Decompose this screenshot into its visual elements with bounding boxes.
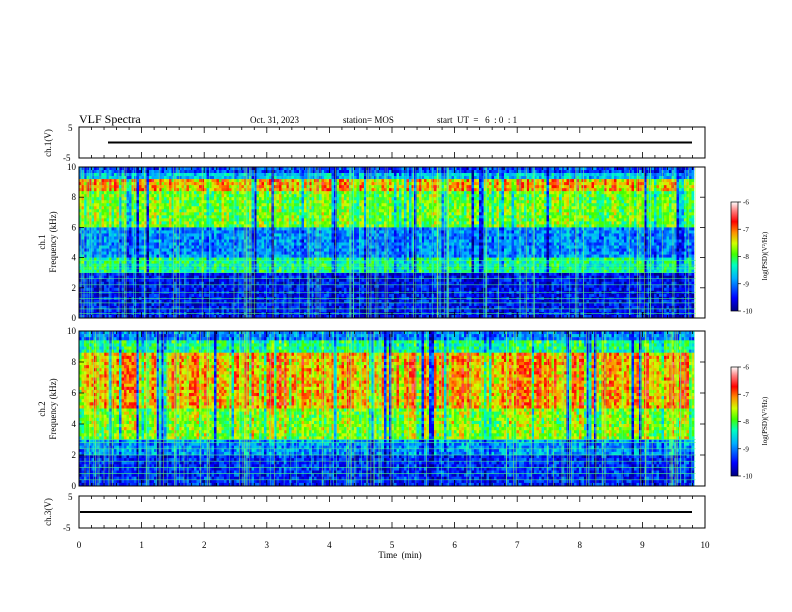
time-tick-label: 7 <box>515 540 520 550</box>
ch1-colorbar-gradient <box>730 201 739 312</box>
ch2-colorbar-gradient <box>730 366 739 477</box>
time-tick-label: 9 <box>640 540 645 550</box>
header-station: station= MOS <box>343 115 394 125</box>
header-date: Oct. 31, 2023 <box>250 115 299 125</box>
time-tick-label: 10 <box>701 540 711 550</box>
ch3-ytick-bottom: -5 <box>63 523 71 533</box>
ch1-frequency-ylabel: Frequency (kHz) <box>48 211 58 272</box>
ch1-voltage-ylabel: ch.1(V) <box>43 129 53 157</box>
time-tick-label: 4 <box>327 540 332 550</box>
time-tick-label: 2 <box>202 540 207 550</box>
colorbar-tick-label: -9 <box>743 445 749 453</box>
ch1-colorbar-label: log(PSD)(V²/Hz) <box>761 231 769 280</box>
colorbar-tick-label: -10 <box>743 308 753 316</box>
frequency-tick-label: 2 <box>72 450 77 460</box>
time-tick-label: 8 <box>578 540 583 550</box>
ch1-colorbar: -6 -7 -8 -9 -10 log(PSD)(V²/Hz) <box>730 199 769 316</box>
ch1-ytick-top: 5 <box>68 123 73 133</box>
ch1-voltage-panel: 5 -5 ch.1(V) <box>43 123 706 163</box>
ch2-colorbar: -6 -7 -8 -9 -10 log(PSD)(V²/Hz) <box>730 364 769 481</box>
colorbar-tick-label: -8 <box>743 253 749 261</box>
ch1-channel-label: ch.1 <box>37 234 47 249</box>
time-axis-label: Time (min) <box>378 550 421 560</box>
frequency-tick-label: 10 <box>67 326 77 336</box>
colorbar-tick-label: -9 <box>743 280 749 288</box>
frequency-tick-label: 0 <box>72 313 77 323</box>
time-tick-label: 5 <box>390 540 395 550</box>
ch1-spectrogram-image <box>79 167 705 319</box>
header-start-time: start UT = 6 : 0 : 1 <box>437 115 517 125</box>
colorbar-tick-label: -8 <box>743 418 749 426</box>
ch3-voltage-ylabel: ch.3(V) <box>43 498 53 526</box>
colorbar-tick-label: -6 <box>743 199 749 207</box>
ch1-ytick-bottom: -5 <box>63 153 71 163</box>
frequency-tick-label: 6 <box>72 222 77 232</box>
frequency-tick-label: 0 <box>72 481 77 491</box>
frequency-tick-label: 8 <box>72 192 77 202</box>
colorbar-tick-label: -10 <box>743 473 753 481</box>
ch3-voltage-panel: 5 -5 ch.3(V) <box>43 492 706 533</box>
figure-title: VLF Spectra <box>79 112 141 126</box>
frequency-tick-label: 6 <box>72 388 77 398</box>
time-tick-label: 0 <box>77 540 82 550</box>
time-tick-label: 6 <box>452 540 457 550</box>
ch2-spectrogram-panel: 0 2 4 6 8 10 ch.2 Frequency (kHz) <box>37 326 706 491</box>
ch1-spectrogram-panel: 0 2 4 6 8 10 ch.1 Frequency (kHz) <box>37 162 706 323</box>
ch2-spectrogram-image <box>79 331 705 487</box>
time-axis-tick-labels: 0 1 2 3 4 5 6 7 8 9 10 <box>77 540 710 550</box>
time-tick-label: 3 <box>265 540 270 550</box>
frequency-tick-label: 8 <box>72 357 77 367</box>
frequency-tick-label: 2 <box>72 283 77 293</box>
ch2-colorbar-label: log(PSD)(V²/Hz) <box>761 396 769 445</box>
colorbar-tick-label: -7 <box>743 391 749 399</box>
colorbar-tick-label: -6 <box>743 364 749 372</box>
frequency-tick-label: 4 <box>72 419 77 429</box>
ch2-channel-label: ch.2 <box>37 401 47 416</box>
colorbar-tick-label: -7 <box>743 226 749 234</box>
frequency-tick-label: 10 <box>67 162 77 172</box>
frequency-tick-label: 4 <box>72 253 77 263</box>
ch2-frequency-ylabel: Frequency (kHz) <box>48 378 58 439</box>
ch3-ytick-top: 5 <box>68 492 73 502</box>
time-tick-label: 1 <box>139 540 144 550</box>
